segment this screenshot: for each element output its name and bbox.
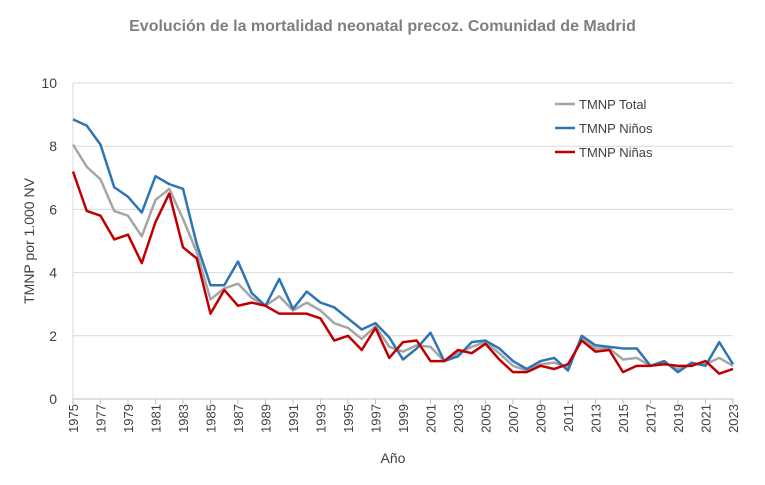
x-tick-label: 1983 <box>176 404 191 433</box>
series-line-3 <box>71 171 734 375</box>
x-tick-label: 1993 <box>314 404 329 433</box>
x-tick-label: 1989 <box>259 404 274 433</box>
x-tick-label: 2009 <box>534 404 549 433</box>
x-tick-label: 2001 <box>424 404 439 433</box>
legend-label: TMNP Niñas <box>579 145 653 160</box>
x-tick-label: 1999 <box>396 404 411 433</box>
x-tick-label: 2017 <box>644 404 659 433</box>
y-tick-label: 0 <box>49 391 57 407</box>
x-tick-label: 2007 <box>506 404 521 433</box>
x-tick-label: 1995 <box>341 404 356 433</box>
x-tick-label: 1977 <box>94 404 109 433</box>
legend-label: TMNP Niños <box>579 121 653 136</box>
x-tick-label: 1975 <box>66 404 81 433</box>
x-tick-label: 2015 <box>616 404 631 433</box>
y-axis-label: TMNP por 1.000 NV <box>21 177 37 303</box>
x-tick-label: 2013 <box>589 404 604 433</box>
x-axis-label: Año <box>381 450 406 466</box>
y-tick-label: 8 <box>49 138 57 154</box>
x-tick-label: 1987 <box>231 404 246 433</box>
x-tick-label: 2021 <box>699 404 714 433</box>
legend-label: TMNP Total <box>579 97 647 112</box>
series-line-1 <box>71 143 734 372</box>
chart-title: Evolución de la mortalidad neonatal prec… <box>129 18 636 35</box>
y-tick-label: 10 <box>41 75 57 91</box>
y-tick-label: 6 <box>49 201 57 217</box>
series-line-2 <box>72 118 735 374</box>
x-tick-label: 2023 <box>726 404 741 433</box>
x-tick-label: 2019 <box>671 404 686 433</box>
x-tick-label: 2011 <box>561 404 576 432</box>
x-tick-label: 1985 <box>204 404 219 433</box>
x-tick-label: 1979 <box>121 404 136 433</box>
x-tick-label: 1981 <box>149 404 164 433</box>
y-tick-label: 2 <box>49 328 57 344</box>
y-tick-label: 4 <box>49 265 57 281</box>
x-tick-label: 1997 <box>369 404 384 433</box>
x-tick-label: 2003 <box>451 404 466 433</box>
x-tick-label: 1991 <box>286 404 301 433</box>
x-tick-label: 2005 <box>479 404 494 433</box>
